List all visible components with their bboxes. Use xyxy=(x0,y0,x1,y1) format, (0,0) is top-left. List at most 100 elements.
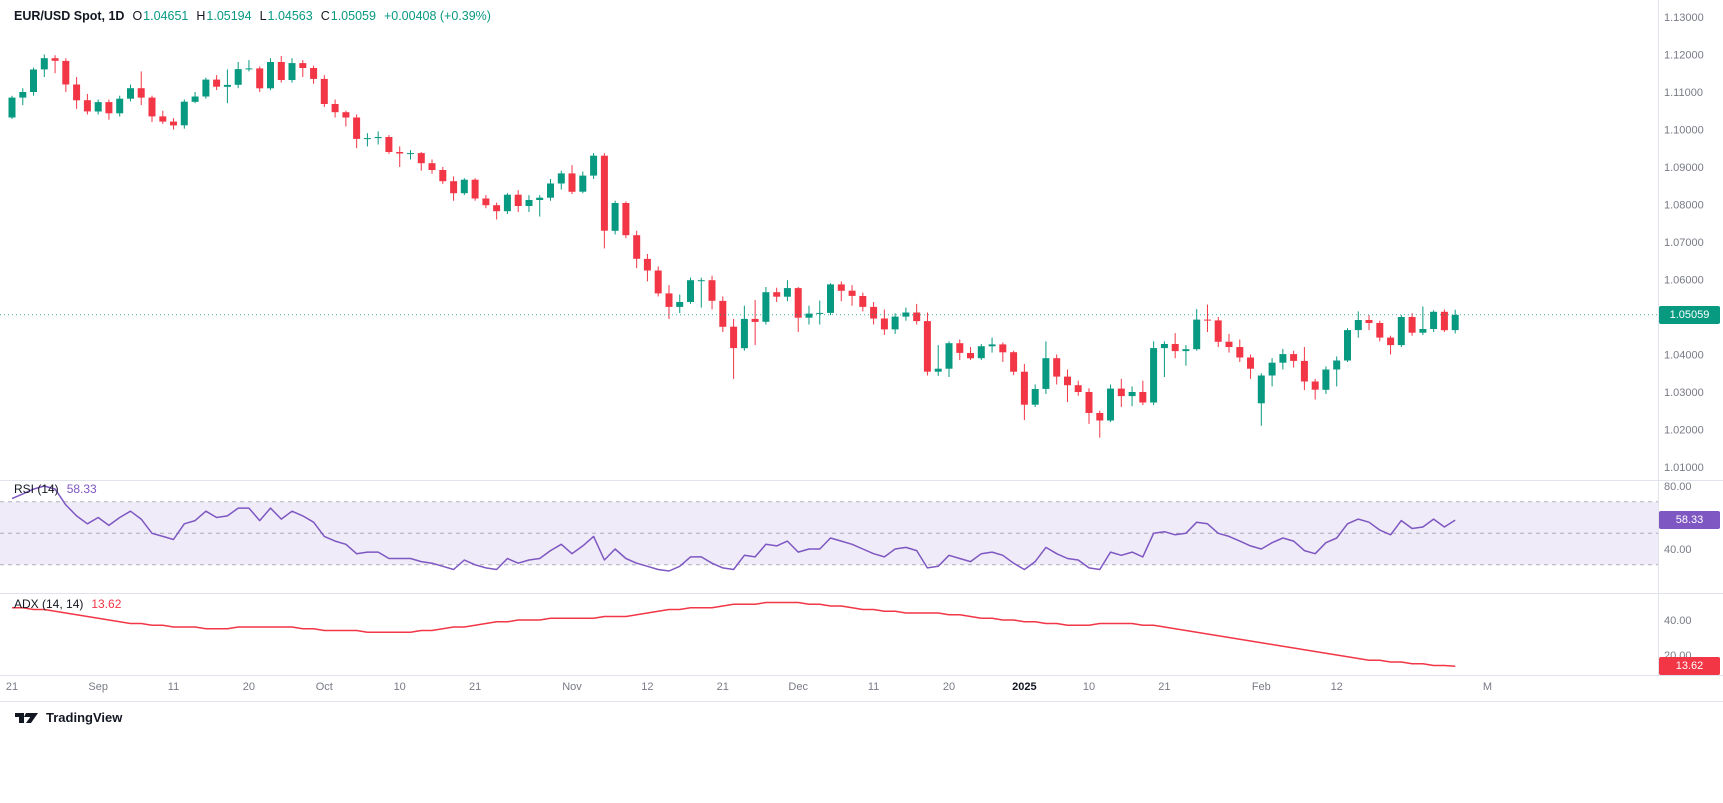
candle-body xyxy=(1387,337,1395,346)
candle-body xyxy=(127,88,134,99)
adx-legend[interactable]: ADX (14, 14) 13.62 xyxy=(14,597,121,611)
candle-body xyxy=(83,100,91,112)
price-tick-label: 1.10000 xyxy=(1664,125,1704,137)
time-tick-label: 11 xyxy=(868,681,879,693)
candle-body xyxy=(1193,319,1201,350)
candle-body xyxy=(945,343,953,369)
rsi-legend[interactable]: RSI (14) 58.33 xyxy=(14,482,97,496)
price-axis[interactable] xyxy=(1658,0,1723,675)
time-tick-label: Feb xyxy=(1252,681,1271,693)
candle-body xyxy=(643,258,651,271)
candle-body xyxy=(320,78,328,104)
candle-body xyxy=(1042,358,1050,389)
footer-bar: TradingView xyxy=(0,701,1723,733)
time-tick-label: Dec xyxy=(788,681,808,693)
time-tick-label: M xyxy=(1483,681,1492,693)
candle-body xyxy=(267,62,274,89)
candle-body xyxy=(1107,388,1114,421)
main-series-legend[interactable]: EUR/USD Spot, 1D O 1.04651 H 1.05194 L 1.04… xyxy=(14,9,491,23)
candle-body xyxy=(202,79,210,97)
candle-body xyxy=(1096,413,1104,421)
candle-body xyxy=(40,58,48,70)
candle-body xyxy=(1204,319,1211,321)
time-axis[interactable] xyxy=(0,676,1658,700)
candle-body xyxy=(697,280,705,282)
candle-body xyxy=(1300,360,1308,382)
candle-body xyxy=(902,312,910,317)
candle-body xyxy=(783,288,791,297)
candle-body xyxy=(277,62,285,80)
rsi-band xyxy=(0,501,1658,565)
adx-tick-label: 40.00 xyxy=(1664,615,1692,627)
time-tick-label: 10 xyxy=(1083,681,1095,693)
candle-body xyxy=(967,353,974,359)
candle-body xyxy=(30,69,37,92)
price-tick-label: 1.02000 xyxy=(1664,425,1704,437)
candle-body xyxy=(19,92,27,98)
candle-body xyxy=(1419,329,1427,333)
candles-series xyxy=(8,54,1459,438)
candle-body xyxy=(1020,371,1028,405)
candle-body xyxy=(730,326,738,349)
time-tick-label: Nov xyxy=(562,681,582,693)
candle-body xyxy=(450,181,458,194)
rsi-line xyxy=(11,485,1456,572)
price-tick-label: 1.04000 xyxy=(1664,350,1704,362)
ohlc-open: O 1.04651 xyxy=(132,9,188,23)
rsi-value-badge: 58.33 xyxy=(1659,511,1720,530)
candle-body xyxy=(816,312,824,314)
candle-body xyxy=(1397,317,1405,346)
candle-body xyxy=(1322,369,1330,390)
candle-body xyxy=(891,316,899,330)
tradingview-logo[interactable]: TradingView xyxy=(14,709,122,727)
price-tick-label: 1.08000 xyxy=(1664,200,1704,212)
candle-body xyxy=(827,284,834,313)
time-tick-label: 21 xyxy=(6,681,18,693)
candle-body xyxy=(234,69,242,85)
rsi-tick-label: 80.00 xyxy=(1664,481,1692,493)
candle-body xyxy=(1225,341,1233,347)
candle-body xyxy=(363,138,371,140)
price-tick-label: 1.03000 xyxy=(1664,387,1704,399)
candle-body xyxy=(525,200,533,206)
time-tick-label: 20 xyxy=(243,681,255,693)
candle-body xyxy=(493,205,501,212)
candle-body xyxy=(1344,330,1351,361)
candle-body xyxy=(1085,392,1093,413)
price-tick-label: 1.09000 xyxy=(1664,162,1704,174)
candle-body xyxy=(1182,349,1190,352)
candle-body xyxy=(213,79,221,87)
candle-body xyxy=(1247,357,1254,369)
candle-body xyxy=(687,280,694,302)
time-tick-label: 12 xyxy=(1331,681,1343,693)
ohlc-open-label: O xyxy=(132,9,143,23)
candle-body xyxy=(1117,388,1125,397)
candle-body xyxy=(1290,354,1298,361)
candle-body xyxy=(1354,320,1362,331)
price-tick-label: 1.12000 xyxy=(1664,50,1704,62)
candle-body xyxy=(223,84,231,87)
candle-body xyxy=(245,68,253,70)
candle-body xyxy=(159,116,167,122)
adx-line xyxy=(12,601,1456,667)
candle-body xyxy=(428,163,436,170)
candle-body xyxy=(1236,347,1244,358)
ohlc-close-value: 1.05059 xyxy=(330,9,376,23)
candle-body xyxy=(385,137,393,152)
candle-body xyxy=(407,153,414,155)
candle-body xyxy=(396,152,404,154)
candle-body xyxy=(665,293,673,307)
adx-title: ADX (14, 14) xyxy=(14,597,84,611)
candle-body xyxy=(1053,358,1061,377)
time-tick-label: Sep xyxy=(88,681,108,693)
candle-body xyxy=(1451,314,1459,331)
candle-body xyxy=(1257,375,1265,404)
ohlc-high-value: 1.05194 xyxy=(206,9,252,23)
ohlc-open-value: 1.04651 xyxy=(143,9,189,23)
candle-body xyxy=(751,318,759,322)
candle-body xyxy=(1268,362,1276,376)
candle-body xyxy=(299,63,307,68)
symbol-title: EUR/USD Spot, 1D xyxy=(14,9,125,23)
candle-body xyxy=(170,121,177,126)
